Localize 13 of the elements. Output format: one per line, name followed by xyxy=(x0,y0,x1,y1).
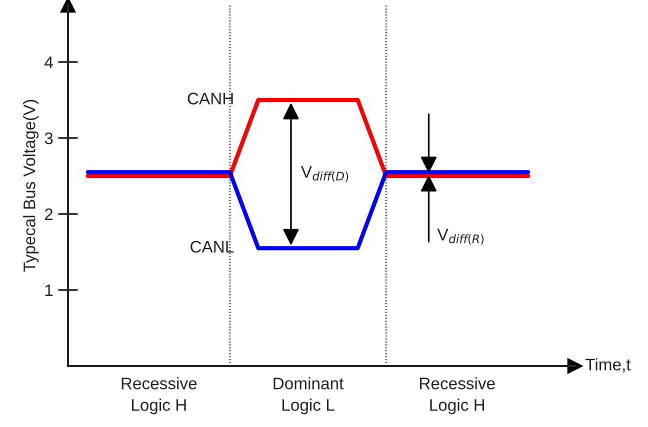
text: Recessive Logic H xyxy=(420,377,495,414)
text: Dominant Logic L xyxy=(274,377,344,414)
y-tick-label: 3 xyxy=(44,132,53,144)
y-axis-title: Typecal Bus Voltage(V) xyxy=(23,100,39,272)
text: Recessive Logic H xyxy=(122,377,197,414)
y-tick-label: 2 xyxy=(44,208,53,220)
x-axis-title: Time,t xyxy=(586,358,631,372)
y-tick-label: 1 xyxy=(45,284,53,296)
y-tick-label: 4 xyxy=(44,56,53,68)
annotation: V$_{diff(R)}$ xyxy=(437,228,484,245)
series-label: CANL xyxy=(190,240,234,253)
annotation: V$_{diff(D)}$ xyxy=(300,166,348,182)
series-label: CANH xyxy=(188,92,233,104)
